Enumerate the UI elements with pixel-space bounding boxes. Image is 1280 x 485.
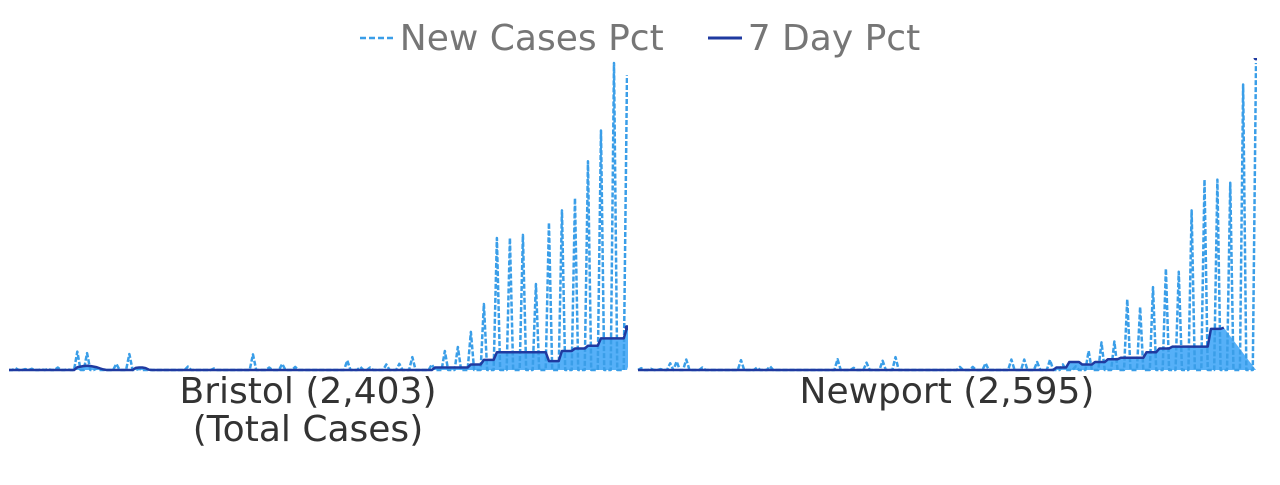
legend-label-seven-day: 7 Day Pct (747, 17, 921, 59)
legend-item-seven-day[interactable]: 7 Day Pct (707, 17, 921, 59)
chart-subtitle-bristol: (Total Cases) (192, 409, 424, 450)
seven-day-area (9, 327, 628, 370)
series-line-new-cases (637, 62, 1257, 372)
chart-panel-newport (637, 58, 1257, 373)
series-point-seven-day-last (624, 325, 628, 331)
chart-plot-bristol (9, 61, 628, 372)
chart-title-newport: Newport (2,595) (799, 371, 1095, 412)
series-line-seven-day (9, 326, 628, 372)
legend-item-new-cases[interactable]: New Cases Pct (359, 17, 664, 59)
series-line-seven-day (638, 326, 1225, 372)
chart-title-bristol: Bristol (2,403) (179, 371, 437, 412)
chart-plot-newport (637, 58, 1257, 372)
legend-swatch-dashed-icon (359, 36, 394, 40)
legend-swatch-solid-icon (707, 36, 742, 40)
chart-panel-bristol (8, 58, 628, 373)
legend: New Cases Pct 7 Day Pct (0, 12, 1280, 64)
series-point-seven-day-last (1253, 58, 1257, 61)
series-line-new-cases (9, 61, 628, 372)
legend-label-new-cases: New Cases Pct (399, 17, 664, 59)
